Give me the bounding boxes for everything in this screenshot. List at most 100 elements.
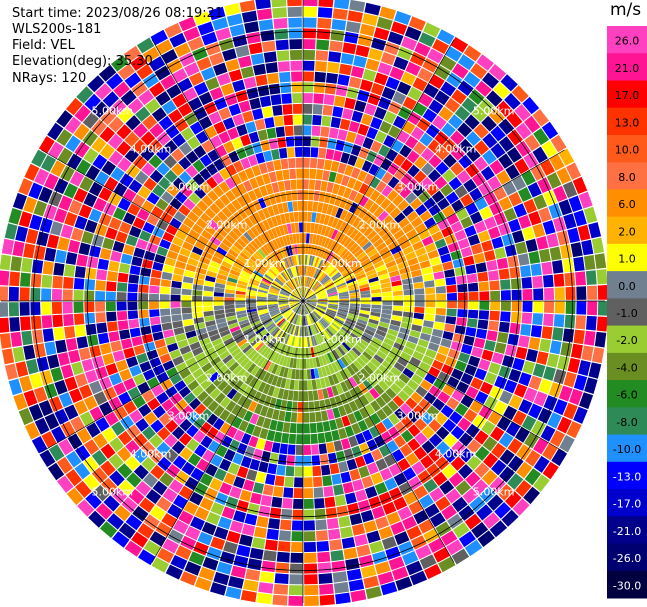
gate-cell xyxy=(313,223,319,234)
gate-cell xyxy=(328,302,339,305)
gate-cell xyxy=(414,156,428,170)
gate-cell xyxy=(396,234,409,245)
gate-cell xyxy=(188,362,201,374)
gate-cell xyxy=(377,269,388,277)
gate-cell xyxy=(317,298,328,301)
gate-cell xyxy=(304,552,317,563)
gate-cell xyxy=(250,365,260,376)
gate-cell xyxy=(137,208,150,221)
gate-cell xyxy=(456,381,469,394)
gate-cell xyxy=(225,413,237,425)
gate-cell xyxy=(262,334,272,344)
gate-cell xyxy=(539,248,551,263)
gate-cell xyxy=(26,359,39,375)
gate-cell xyxy=(157,456,172,471)
gate-cell xyxy=(281,308,291,315)
gate-cell xyxy=(197,235,209,246)
gate-cell xyxy=(348,189,358,202)
gate-cell xyxy=(194,482,209,496)
gate-cell xyxy=(156,441,171,456)
gate-cell xyxy=(420,147,435,162)
gate-cell xyxy=(579,392,594,410)
gate-cell xyxy=(402,223,414,234)
gate-cell xyxy=(284,476,294,488)
gate-cell xyxy=(339,298,350,301)
gate-cell xyxy=(40,155,57,172)
gate-cell xyxy=(429,487,445,502)
gate-cell xyxy=(120,415,134,430)
gate-cell xyxy=(294,477,303,488)
gate-cell xyxy=(57,237,70,251)
gate-cell xyxy=(522,301,533,313)
gate-cell xyxy=(450,161,464,176)
gate-cell xyxy=(373,238,384,248)
gate-cell xyxy=(402,311,414,318)
gate-cell xyxy=(317,246,324,257)
gate-cell xyxy=(569,388,583,406)
gate-cell xyxy=(423,320,434,328)
gate-cell xyxy=(426,405,440,418)
gate-cell xyxy=(310,368,316,379)
gate-cell xyxy=(254,367,264,379)
gate-cell xyxy=(336,284,347,290)
gate-cell xyxy=(273,431,283,443)
gate-cell xyxy=(554,287,565,300)
gate-cell xyxy=(507,129,523,146)
gate-cell xyxy=(85,267,97,280)
gate-cell xyxy=(162,488,178,503)
gate-cell xyxy=(276,318,285,326)
gate-cell xyxy=(399,186,412,199)
gate-cell xyxy=(289,297,300,301)
gate-cell xyxy=(352,180,363,192)
gate-cell xyxy=(516,461,533,479)
gate-cell xyxy=(362,13,378,26)
gate-cell xyxy=(331,473,342,485)
gate-cell xyxy=(518,335,530,348)
gate-cell xyxy=(536,236,549,250)
gate-cell xyxy=(394,10,412,25)
gate-cell xyxy=(252,272,263,280)
gate-cell xyxy=(171,440,186,455)
gate-cell xyxy=(271,442,281,454)
gate-cell xyxy=(546,353,560,368)
gate-cell xyxy=(170,301,181,308)
gate-cell xyxy=(323,314,333,322)
gate-cell xyxy=(380,581,398,596)
gate-cell xyxy=(173,267,185,276)
gate-cell xyxy=(85,323,97,336)
gate-cell xyxy=(139,317,150,327)
gate-cell xyxy=(0,254,12,271)
gate-cell xyxy=(596,269,608,285)
gate-cell xyxy=(289,302,300,306)
gate-cell xyxy=(315,308,325,315)
gate-cell xyxy=(484,395,498,410)
gate-cell xyxy=(359,79,373,92)
gate-cell xyxy=(307,299,317,301)
gate-cell xyxy=(228,273,239,280)
gate-cell xyxy=(386,440,399,453)
gate-cell xyxy=(149,316,161,326)
gate-cell xyxy=(412,102,428,117)
gate-cell xyxy=(44,247,57,262)
gate-cell xyxy=(331,272,341,280)
gate-cell xyxy=(305,290,313,298)
gate-cell xyxy=(351,422,362,435)
gate-cell xyxy=(338,427,348,440)
gate-cell xyxy=(244,513,258,526)
gate-cell xyxy=(93,197,107,212)
gate-cell xyxy=(345,21,361,34)
gate-cell xyxy=(133,344,146,356)
gate-cell xyxy=(412,350,424,361)
gate-cell xyxy=(393,361,405,373)
gate-cell xyxy=(304,288,309,298)
gate-cell xyxy=(58,392,73,408)
gate-cell xyxy=(417,67,433,83)
gate-cell xyxy=(246,298,256,301)
gate-cell xyxy=(303,304,307,315)
gate-cell xyxy=(178,386,191,398)
gate-cell xyxy=(399,144,412,158)
gate-cell xyxy=(514,383,528,398)
gate-cell xyxy=(398,217,410,229)
gate-cell xyxy=(209,388,221,400)
gate-cell xyxy=(334,334,344,344)
